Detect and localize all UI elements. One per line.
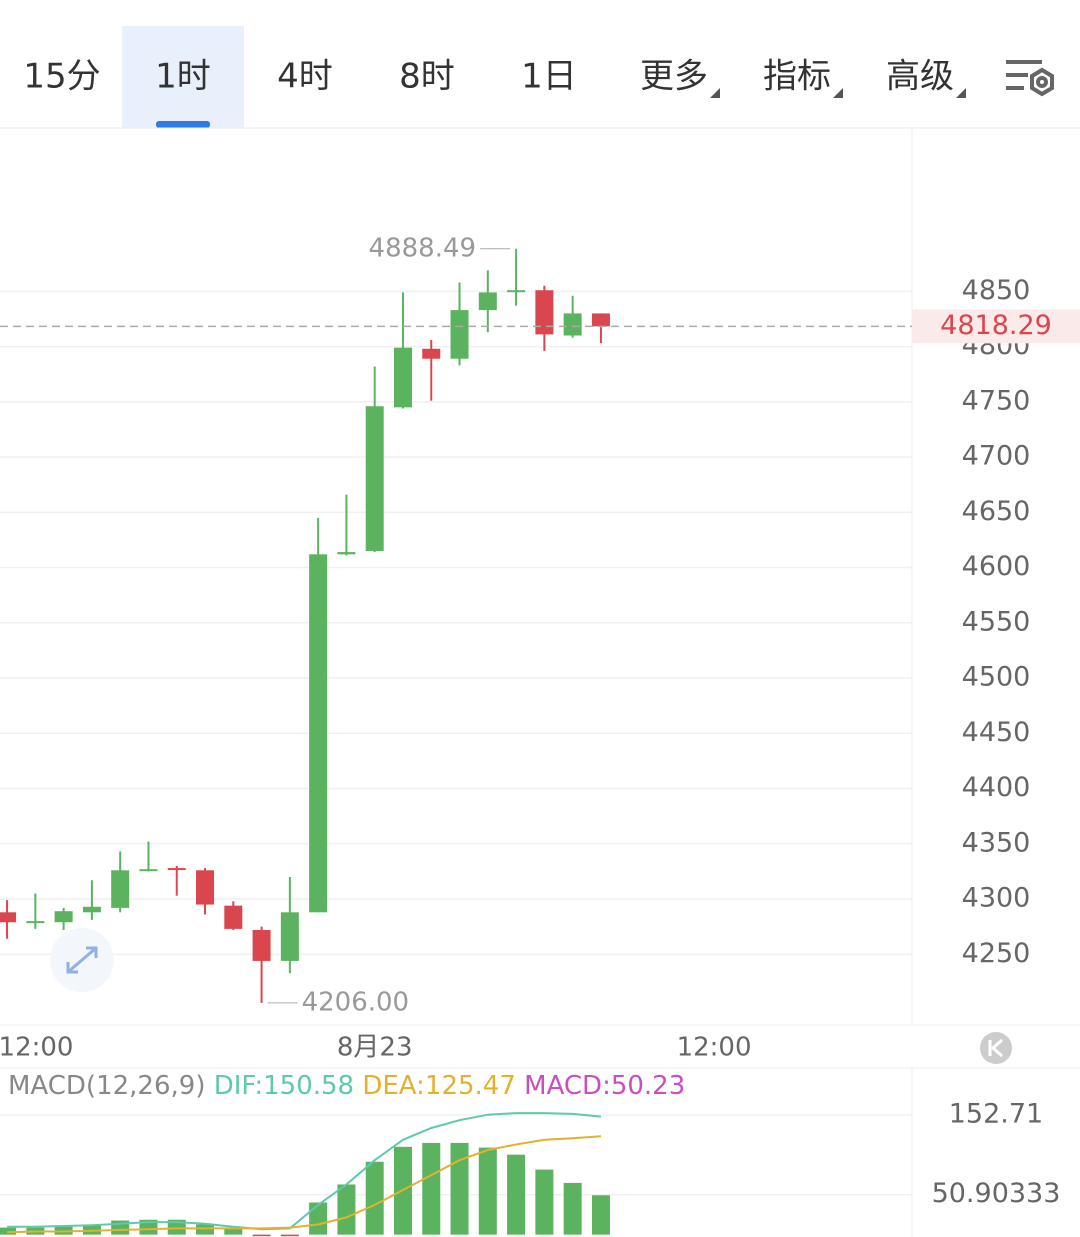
macd-bar <box>82 1224 101 1235</box>
tab[interactable]: 1日 <box>521 57 577 97</box>
y-tick-label: 4750 <box>962 385 1031 416</box>
candle-body <box>196 870 215 905</box>
tab-selected-bg <box>122 26 244 128</box>
candle-body <box>507 290 526 293</box>
y-tick-label: 4250 <box>962 938 1031 969</box>
macd-bar <box>196 1224 215 1235</box>
macd-bar <box>54 1226 73 1235</box>
legend-entry: DEA:125.47 <box>362 1071 516 1101</box>
macd-bar <box>478 1147 497 1235</box>
macd-bar <box>252 1234 271 1237</box>
y-tick-label: 4700 <box>962 441 1031 472</box>
tab-indicator <box>156 121 210 128</box>
candle-chart: 4250 4300 4350 4400 4450 4500 4550 4600 4650 4700… <box>0 233 1080 1063</box>
candle-body <box>139 869 158 872</box>
tab[interactable]: 更多 <box>640 57 708 97</box>
tab[interactable]: 15分 <box>23 57 100 97</box>
last-price-badge <box>912 309 1080 344</box>
candle-body <box>535 290 554 335</box>
tab[interactable]: 4时 <box>277 57 333 97</box>
tab[interactable]: 1时 <box>155 57 211 97</box>
macd-bar <box>535 1169 554 1235</box>
annotation-label: 4888.49 <box>369 233 477 263</box>
expand-button[interactable] <box>50 928 114 992</box>
macd-bar <box>337 1184 356 1235</box>
y-tick-label: 4350 <box>962 827 1031 858</box>
y-tick-label: 4400 <box>962 772 1031 803</box>
candle-body <box>591 313 610 327</box>
candle-body <box>26 921 45 924</box>
candle-body <box>563 313 582 336</box>
candle-body <box>393 347 412 408</box>
candle-body <box>337 552 356 555</box>
x-tick-label: 12:00 <box>0 1033 73 1063</box>
candle-body <box>167 868 186 871</box>
dropdown-mark <box>710 88 720 98</box>
annotation-label: 4206.00 <box>302 987 410 1017</box>
dropdown-mark <box>956 88 966 98</box>
y-tick-label: 4500 <box>962 662 1031 693</box>
macd-line <box>7 1135 601 1234</box>
y-tick-label: 152.71 <box>949 1098 1043 1129</box>
y-tick-label: 4450 <box>962 717 1031 748</box>
candle-body <box>54 911 73 923</box>
dropdown-mark <box>833 88 843 98</box>
macd-bar <box>507 1154 526 1235</box>
y-tick-label: 4300 <box>962 883 1031 914</box>
macd-bar <box>422 1142 441 1235</box>
macd-bar <box>450 1142 469 1235</box>
macd-bar <box>139 1219 158 1235</box>
y-tick-label: 4850 <box>962 275 1031 306</box>
macd-legend: MACD(12,26,9) DIF:150.58 DEA:125.47 MACD… <box>8 1071 685 1101</box>
candle-body <box>365 406 384 551</box>
y-tick-label: 4650 <box>962 496 1031 527</box>
tab[interactable]: 指标 <box>763 57 831 97</box>
candle-body <box>252 929 271 961</box>
tab[interactable]: 高级 <box>886 57 954 97</box>
y-tick-label: 50.90333 <box>932 1178 1061 1209</box>
last-price-label: 4818.29 <box>940 310 1052 341</box>
macd-chart: 50.90333 152.71 MACD(12,26,9) DIF:150.58 D… <box>0 1071 1060 1237</box>
legend-entry: MACD:50.23 <box>524 1071 685 1101</box>
tab-bar: 15分 1时 4时 8时 1日 更多 指标 高级 <box>23 57 966 98</box>
macd-bar <box>224 1228 243 1235</box>
tab[interactable]: 8时 <box>399 57 455 97</box>
y-tick-label: 4550 <box>962 606 1031 637</box>
legend-entry: DIF:150.58 <box>214 1071 354 1101</box>
macd-bar <box>563 1182 582 1235</box>
x-tick-label: 8月23 <box>337 1033 413 1063</box>
candle-body <box>422 348 441 359</box>
macd-line <box>7 1112 601 1231</box>
candle-body <box>224 905 243 929</box>
candle-body <box>111 870 130 908</box>
x-tick-label: 12:00 <box>677 1033 752 1063</box>
macd-bar <box>167 1219 186 1235</box>
macd-bar <box>365 1161 384 1235</box>
candle-body <box>0 912 17 923</box>
macd-title: MACD(12,26,9) <box>8 1071 205 1101</box>
candle-body <box>82 906 101 913</box>
y-tick-label: 4600 <box>962 551 1031 582</box>
candle-body <box>280 912 299 961</box>
macd-bar <box>591 1195 610 1235</box>
candle-body <box>478 292 497 311</box>
candle-body <box>309 554 328 913</box>
settings-icon[interactable] <box>1006 60 1054 97</box>
macd-bar <box>309 1202 328 1235</box>
back-button[interactable] <box>980 1032 1012 1064</box>
macd-bar <box>0 1227 17 1235</box>
candle-body <box>450 310 469 359</box>
macd-bar <box>280 1234 299 1237</box>
